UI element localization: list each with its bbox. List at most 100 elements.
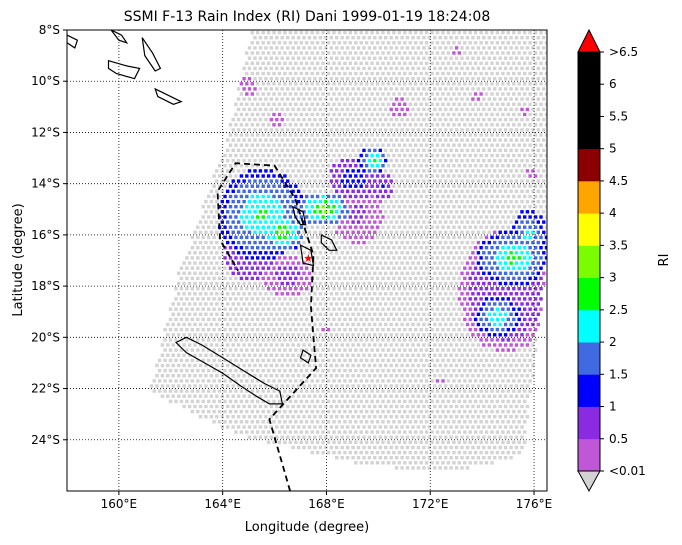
swath-footprint: [258, 425, 263, 429]
swath-footprint: [430, 123, 434, 127]
rain-footprint: [264, 189, 268, 193]
swath-footprint: [348, 450, 352, 455]
swath-footprint: [226, 322, 230, 327]
swath-footprint: [405, 169, 410, 173]
rain-footprint: [310, 194, 314, 199]
swath-footprint: [465, 363, 470, 368]
swath-footprint: [351, 251, 355, 255]
swath-footprint: [471, 158, 475, 163]
swath-footprint: [539, 133, 543, 137]
swath-footprint: [343, 71, 347, 76]
swath-footprint: [315, 368, 320, 373]
swath-footprint: [245, 143, 249, 147]
swath-footprint: [411, 189, 415, 193]
rain-footprint: [536, 271, 540, 275]
swath-footprint: [190, 399, 194, 404]
swath-footprint: [280, 302, 284, 306]
swath-footprint: [378, 404, 382, 409]
swath-footprint: [424, 440, 429, 444]
rain-footprint: [272, 266, 276, 270]
swath-footprint: [351, 281, 355, 286]
swath-footprint: [373, 302, 377, 306]
swath-footprint: [288, 174, 293, 178]
rain-footprint: [277, 123, 282, 127]
swath-footprint: [302, 425, 306, 429]
swath-footprint: [258, 97, 263, 101]
swath-footprint: [517, 102, 521, 106]
swath-footprint: [389, 36, 393, 40]
swath-footprint: [411, 363, 415, 368]
swath-footprint: [490, 123, 494, 127]
swath-footprint: [386, 92, 391, 96]
swath-footprint: [512, 368, 516, 373]
swath-footprint: [335, 374, 339, 378]
swath-footprint: [433, 466, 437, 470]
swath-footprint: [414, 71, 418, 76]
swath-footprint: [294, 317, 298, 322]
swath-footprint: [446, 51, 451, 55]
swath-footprint: [337, 430, 342, 434]
swath-footprint: [185, 389, 189, 393]
rain-footprint: [528, 174, 532, 178]
swath-footprint: [365, 82, 369, 86]
swath-footprint: [433, 251, 437, 255]
swath-footprint: [460, 36, 464, 40]
swath-footprint: [498, 394, 502, 398]
swath-footprint: [446, 235, 451, 240]
swath-footprint: [446, 194, 451, 199]
swath-footprint: [403, 276, 407, 281]
rain-footprint: [490, 266, 494, 270]
swath-footprint: [329, 261, 333, 265]
swath-footprint: [345, 97, 350, 101]
swath-footprint: [414, 112, 418, 117]
rain-footprint: [520, 210, 524, 214]
swath-footprint: [435, 30, 440, 35]
swath-footprint: [204, 353, 208, 357]
swath-footprint: [302, 322, 306, 327]
swath-footprint: [463, 440, 467, 444]
swath-footprint: [433, 138, 437, 142]
swath-footprint: [438, 107, 442, 112]
rain-footprint: [280, 230, 284, 234]
rain-footprint: [362, 230, 366, 234]
swath-footprint: [375, 235, 380, 240]
swath-footprint: [482, 46, 486, 50]
swath-footprint: [198, 343, 203, 347]
swath-footprint: [315, 338, 320, 342]
swath-footprint: [321, 276, 325, 281]
swath-footprint: [446, 143, 451, 147]
swath-footprint: [416, 128, 421, 132]
swath-footprint: [326, 338, 331, 342]
rain-footprint: [250, 276, 254, 281]
swath-footprint: [313, 148, 317, 153]
swath-footprint: [498, 179, 502, 183]
swath-footprint: [419, 399, 423, 404]
swath-footprint: [427, 56, 431, 60]
swath-footprint: [149, 384, 154, 388]
swath-footprint: [204, 312, 208, 316]
swath-footprint: [506, 123, 510, 127]
swath-footprint: [397, 51, 402, 55]
swath-footprint: [501, 61, 505, 65]
swath-footprint: [446, 348, 451, 352]
swath-footprint: [343, 317, 347, 322]
swath-footprint: [414, 450, 418, 455]
swath-footprint: [212, 297, 216, 301]
swath-footprint: [498, 77, 502, 81]
swath-footprint: [343, 399, 347, 404]
swath-footprint: [367, 415, 372, 419]
swath-footprint: [405, 220, 410, 224]
swath-footprint: [362, 435, 366, 439]
rain-footprint: [509, 261, 513, 265]
rain-footprint: [370, 205, 374, 209]
swath-footprint: [313, 394, 317, 398]
swath-footprint: [313, 363, 317, 368]
swath-footprint: [335, 97, 339, 101]
rain-footprint: [473, 92, 478, 96]
swath-footprint: [389, 87, 393, 91]
swath-footprint: [307, 179, 312, 183]
swath-footprint: [305, 430, 309, 434]
rain-footprint: [476, 271, 481, 275]
swath-footprint: [253, 281, 257, 286]
swath-footprint: [473, 409, 478, 414]
